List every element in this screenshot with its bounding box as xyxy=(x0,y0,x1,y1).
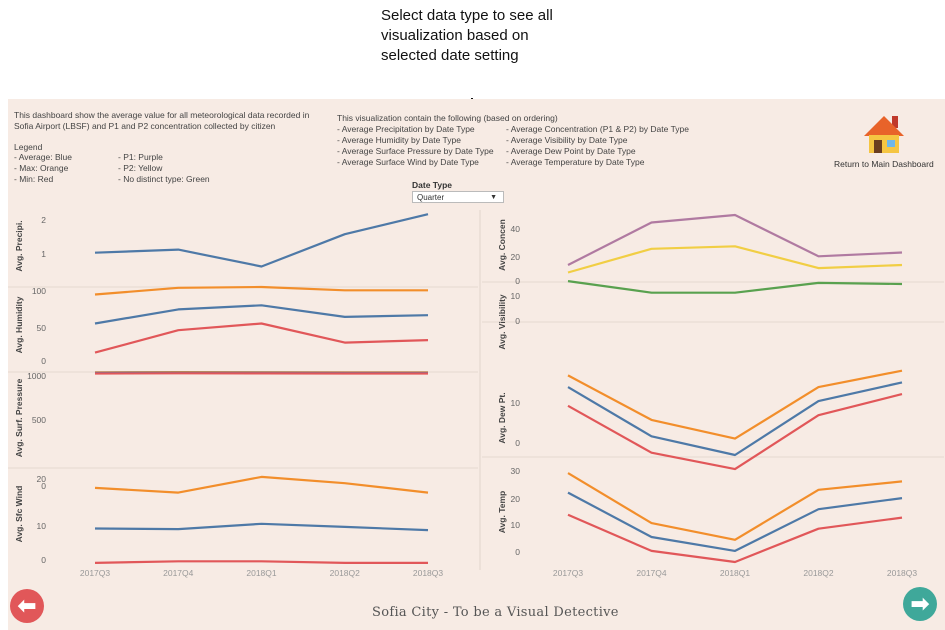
x-tick-label: 2017Q4 xyxy=(163,568,194,578)
annotation-line: selected date setting xyxy=(381,47,519,64)
legend-item: - No distinct type: Green xyxy=(118,174,210,184)
contents-item: - Average Surface Pressure by Date Type xyxy=(337,146,494,156)
series-line-red xyxy=(567,393,903,471)
contents-item: - Average Temperature by Date Type xyxy=(506,157,645,167)
x-tick-label: 2018Q1 xyxy=(720,568,751,578)
y-tick-label: 0 xyxy=(41,481,46,491)
y-axis-label: Avg. Sfc Wind xyxy=(14,486,24,543)
y-tick-label: 1000 xyxy=(27,371,46,381)
arrow-right-icon: ➡ xyxy=(910,591,930,616)
y-tick-label: 0 xyxy=(515,438,520,448)
intro-line: This dashboard show the average value fo… xyxy=(14,110,310,120)
x-tick-label: 2018Q3 xyxy=(887,568,918,578)
annotation-line: visualization based on xyxy=(381,27,529,44)
contents-col-2: - Average Concentration (P1 & P2) by Dat… xyxy=(506,124,689,168)
annotation-line: Select data type to see all xyxy=(381,7,553,24)
contents-item: - Average Concentration (P1 & P2) by Dat… xyxy=(506,124,690,134)
legend-item: - Average: Blue xyxy=(14,152,72,162)
y-axis-label: Avg. Temp xyxy=(497,491,507,534)
y-tick-label: 40 xyxy=(511,224,521,234)
arrow-left-icon: ⬅ xyxy=(17,593,37,618)
y-tick-label: 1 xyxy=(41,249,46,259)
intro-text: This dashboard show the average value fo… xyxy=(14,110,309,132)
x-tick-label: 2018Q1 xyxy=(246,568,277,578)
y-tick-label: 20 xyxy=(511,252,521,262)
home-button-label[interactable]: Return to Main Dashboard xyxy=(834,159,934,169)
y-tick-label: 0 xyxy=(515,547,520,557)
y-tick-label: 0 xyxy=(515,276,520,286)
y-tick-label: 0 xyxy=(41,555,46,565)
series-line-orange xyxy=(567,369,903,440)
series-line-orange xyxy=(94,285,428,296)
y-tick-label: 10 xyxy=(37,521,47,531)
x-tick-label: 2017Q3 xyxy=(553,568,584,578)
contents-title: This visualization contain the following… xyxy=(337,113,558,123)
series-line-red xyxy=(94,322,429,354)
chevron-down-icon: ▼ xyxy=(490,194,497,201)
series-line-orange xyxy=(567,472,903,541)
x-tick-label: 2017Q3 xyxy=(80,568,111,578)
y-axis-label: Avg. Visibility xyxy=(497,294,507,350)
date-type-value: Quarter xyxy=(417,193,445,202)
y-tick-label: 10 xyxy=(511,398,521,408)
instruction-annotation: Select data type to see all visualizatio… xyxy=(381,6,601,66)
x-tick-label: 2018Q3 xyxy=(413,568,444,578)
series-line-blue xyxy=(94,213,429,268)
contents-item: - Average Surface Wind by Date Type xyxy=(337,157,479,167)
contents-item: - Average Humidity by Date Type xyxy=(337,135,461,145)
y-axis-label: Avg. Precipi. xyxy=(14,220,24,271)
series-line-green xyxy=(567,280,903,294)
date-type-label: Date Type xyxy=(412,180,452,190)
contents-col-1: - Average Precipitation by Date Type - A… xyxy=(337,124,494,168)
series-line-red xyxy=(567,513,903,564)
x-tick-label: 2018Q2 xyxy=(803,568,834,578)
series-line-purple xyxy=(567,213,903,266)
legend-col-2: - P1: Purple - P2: Yellow - No distinct … xyxy=(118,152,210,185)
legend-item: - Max: Orange xyxy=(14,163,69,173)
y-axis-label: Avg. Concen xyxy=(497,219,507,271)
legend-item: - Min: Red xyxy=(14,174,54,184)
y-axis-label: Avg. Surf. Pressure xyxy=(14,378,24,457)
contents-item: - Average Dew Point by Date Type xyxy=(506,146,636,156)
y-axis-label: Avg. Dew Pt. xyxy=(497,392,507,443)
y-tick-label: 2 xyxy=(41,215,46,225)
y-tick-label: 0 xyxy=(515,316,520,326)
date-type-dropdown[interactable]: Quarter ▼ xyxy=(412,191,504,203)
legend-item: - P1: Purple xyxy=(118,152,163,162)
series-line-yellow xyxy=(567,245,903,274)
contents-item: - Average Visibility by Date Type xyxy=(506,135,628,145)
y-tick-label: 0 xyxy=(41,356,46,366)
y-tick-label: 100 xyxy=(32,286,46,296)
y-axis-label: Avg. Humidity xyxy=(14,296,24,353)
y-tick-label: 50 xyxy=(37,323,47,333)
series-line-blue xyxy=(94,304,429,325)
contents-item: - Average Precipitation by Date Type xyxy=(337,124,475,134)
y-tick-label: 20 xyxy=(37,474,47,484)
footer-title: Sofia City - To be a Visual Detective xyxy=(372,605,619,620)
series-line-blue xyxy=(94,522,429,532)
legend-title: Legend xyxy=(14,142,43,152)
intro-line: Sofia Airport (LBSF) and P1 and P2 conce… xyxy=(14,121,276,131)
back-button[interactable]: ⬅ xyxy=(10,589,44,623)
y-tick-label: 10 xyxy=(511,520,521,530)
x-tick-label: 2018Q2 xyxy=(330,568,361,578)
house-icon[interactable] xyxy=(862,112,906,156)
legend-col-1: - Average: Blue - Max: Orange - Min: Red xyxy=(14,152,72,185)
series-line-blue xyxy=(567,491,903,553)
series-line-blue xyxy=(567,381,903,457)
series-line-red xyxy=(94,560,428,565)
next-button[interactable]: ➡ xyxy=(903,587,937,621)
y-tick-label: 20 xyxy=(511,494,521,504)
x-tick-label: 2017Q4 xyxy=(636,568,667,578)
series-line-orange xyxy=(94,475,429,494)
y-tick-label: 30 xyxy=(511,466,521,476)
legend-item: - P2: Yellow xyxy=(118,163,163,173)
y-tick-label: 500 xyxy=(32,415,46,425)
y-tick-label: 10 xyxy=(511,291,521,301)
